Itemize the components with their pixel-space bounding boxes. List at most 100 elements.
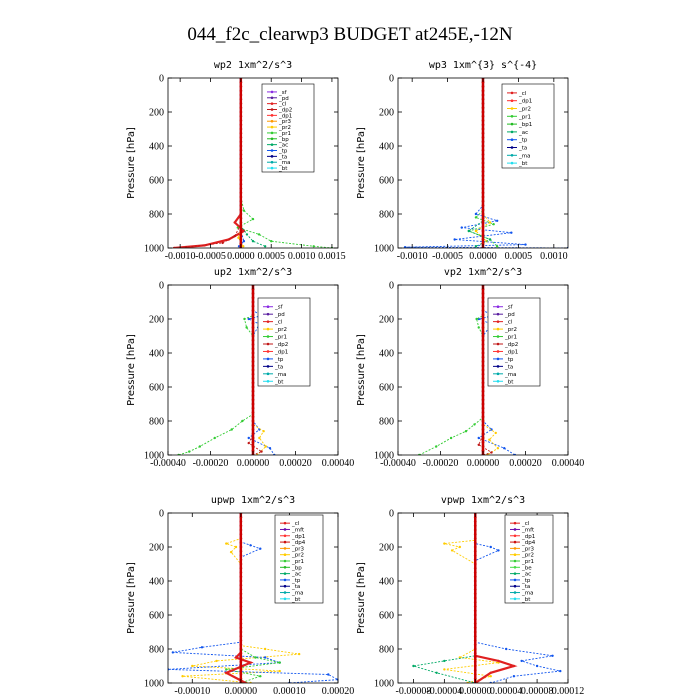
legend-label: _cl <box>504 320 513 326</box>
legend-label: _ma <box>274 372 286 378</box>
series-point-tp <box>477 436 480 440</box>
series-line-cl <box>223 513 254 683</box>
legend-marker <box>513 547 517 550</box>
legend-label: _ta <box>274 364 283 370</box>
x-tick-label: 0.00000 <box>225 686 258 697</box>
legend-marker <box>510 146 514 149</box>
legend-marker <box>266 342 270 346</box>
series-line-tp <box>238 78 245 247</box>
legend-label: _pr2 <box>518 107 531 113</box>
series-point-pr2 <box>496 447 500 450</box>
series-point-pr1 <box>464 430 468 433</box>
x-tick-label: 0.0010 <box>540 251 568 262</box>
series-line-ac <box>240 78 266 247</box>
legend-label: _ta <box>278 154 287 160</box>
series-line-tp <box>168 513 338 683</box>
series-point-cl <box>203 244 206 247</box>
x-tick-label: 0.00000 <box>237 458 270 469</box>
series-point-cl <box>512 664 516 668</box>
legend-label: _tp <box>521 578 531 584</box>
series-point-cl <box>234 656 238 659</box>
series-point-pr1 <box>475 317 478 321</box>
legend-label: _pr1 <box>504 335 517 341</box>
x-tick-label: -0.00010 <box>174 686 210 697</box>
legend-label: _ac <box>291 572 301 578</box>
legend-marker <box>496 350 500 353</box>
legend-marker <box>270 108 274 111</box>
series-point-tp <box>242 240 246 243</box>
series-line-ac <box>413 513 476 683</box>
series-point-pr2 <box>262 430 265 433</box>
y-tick-label: 0 <box>159 281 164 292</box>
legend-label: _dp1 <box>521 534 535 540</box>
x-tick-label: 0.0000 <box>469 251 497 262</box>
legend-marker <box>513 521 517 525</box>
series-point-dp2 <box>477 443 480 446</box>
legend-marker <box>496 372 500 376</box>
series-point-pr2 <box>443 542 446 545</box>
legend-label: _cl <box>274 320 283 326</box>
series-point-tp <box>495 219 499 222</box>
series-line-dp2 <box>186 78 242 248</box>
y-axis-label: Pressure [hPa] <box>126 127 137 199</box>
series-point-pr1 <box>242 209 246 212</box>
series-point-dp2 <box>185 245 188 248</box>
series-point-dp2 <box>247 441 250 445</box>
y-tick-label: 0 <box>159 509 164 520</box>
legend-marker <box>513 534 517 538</box>
series-point-pr2 <box>488 438 491 441</box>
legend-label: _cl <box>518 91 527 97</box>
legend-label: _pr2 <box>504 327 517 333</box>
y-tick-label: 400 <box>379 142 394 153</box>
legend-label: _bt <box>504 379 514 385</box>
y-tick-label: 1000 <box>144 244 164 255</box>
legend-label: _bt <box>521 597 531 603</box>
series-group <box>168 513 338 683</box>
panel-4: upwp 1xm^2/s^3 Pressure [hPa] 0 200 400 600 80… <box>126 495 354 697</box>
legend: _sf_pd _cl_pr2 _pr1_dp2_dp1 _tp_ta _ma_bt <box>257 297 311 387</box>
series-point-tp <box>200 646 204 649</box>
y-axis-label: Pressure [hPa] <box>126 562 137 634</box>
x-tick-label: 0.0015 <box>318 251 346 262</box>
series-point-tp <box>453 238 456 241</box>
legend: _sf_pd_cl_dp2_dp1_pr3_pr2_pr1_bp_ac_tp_t… <box>261 83 315 173</box>
legend-marker <box>283 553 287 556</box>
legend-label: _dp1 <box>504 349 518 355</box>
series-point-pr1 <box>259 675 262 678</box>
legend-label: _ac <box>521 572 531 578</box>
y-tick-label: 800 <box>149 645 164 656</box>
legend-marker <box>283 578 287 582</box>
legend-label: _tp <box>291 578 301 584</box>
legend-label: _dp4 <box>521 540 536 546</box>
series-point-pr2 <box>181 675 184 678</box>
series-point-ac <box>263 245 267 248</box>
legend-label: _bt <box>291 597 301 603</box>
legend-label: _pd <box>504 312 515 318</box>
panel-title: upwp 1xm^2/s^3 <box>211 495 295 506</box>
x-tick-label: -0.0010 <box>165 251 196 262</box>
y-axis-label: Pressure [hPa] <box>356 562 367 634</box>
y-tick-label: 200 <box>379 543 394 554</box>
legend-marker <box>496 327 500 331</box>
panel-3: vp2 1xm^2/s^3 Pressure [hPa] 0 200 400 600 800… <box>356 267 584 469</box>
legend-marker <box>283 597 287 601</box>
legend-label: _pr3 <box>291 546 305 552</box>
legend-label: _tp <box>274 357 284 363</box>
series-point-pr1 <box>213 436 216 440</box>
legend-box <box>501 83 555 169</box>
series-point-tp <box>237 245 241 248</box>
x-tick-label: 0.0005 <box>257 251 285 262</box>
y-tick-label: 600 <box>379 176 394 187</box>
series-point-pr2 <box>488 221 492 224</box>
y-tick-label: 800 <box>379 645 394 656</box>
y-tick-label: 800 <box>149 210 164 221</box>
y-axis-label: Pressure [hPa] <box>126 334 137 406</box>
series-point-pr1 <box>245 326 248 329</box>
series-line-pr2 <box>444 513 499 683</box>
x-tick-label: 0.00000 <box>459 686 492 697</box>
series-group <box>172 78 334 248</box>
y-tick-label: 200 <box>149 315 164 326</box>
series-line-pr2 <box>182 513 300 683</box>
y-tick-label: 1000 <box>374 451 394 462</box>
legend-marker <box>283 540 287 544</box>
